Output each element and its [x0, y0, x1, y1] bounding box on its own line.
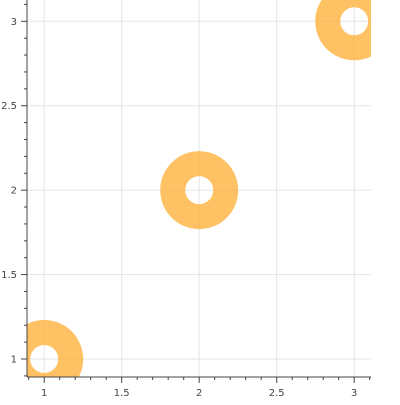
y-tick-label: 1.5 [1, 270, 17, 281]
x-tick-label: 2 [196, 388, 202, 399]
y-tick-label: 2 [11, 186, 17, 197]
y-tick-label: 1 [11, 355, 17, 366]
y-tick-label: 2.5 [1, 101, 17, 112]
grid [27, 0, 371, 377]
x-tick-label: 2.5 [269, 388, 285, 399]
x-tick-label: 3 [351, 388, 357, 399]
x-tick-label: 1 [41, 388, 47, 399]
x-tick-label: 1.5 [114, 388, 130, 399]
y-tick-label: 3 [11, 17, 17, 28]
